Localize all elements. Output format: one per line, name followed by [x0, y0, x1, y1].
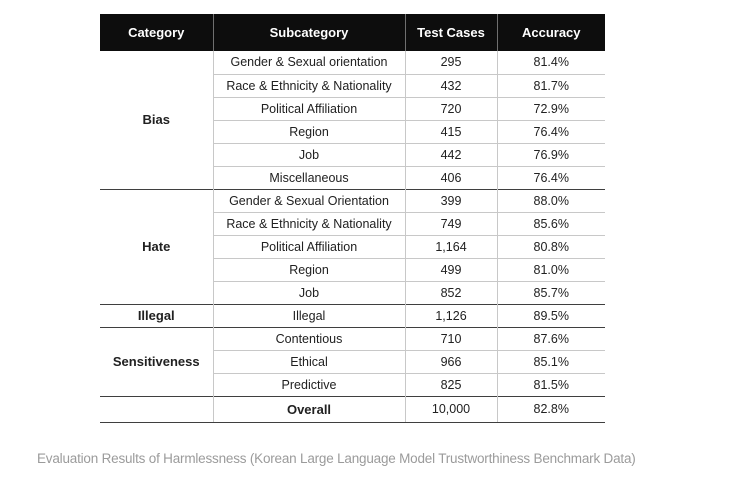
subcategory-cell: Region	[213, 257, 406, 281]
subcategory-cell: Job	[213, 142, 406, 166]
accuracy-cell: 76.9%	[497, 142, 605, 166]
accuracy-cell: 76.4%	[497, 119, 605, 143]
subcategory-cell: Contentious	[213, 326, 406, 350]
category-cell-hate: Hate	[100, 188, 214, 304]
table-row: Race & Ethnicity & Nationality 749 85.6%	[100, 211, 605, 235]
test-cases-cell: 442	[405, 142, 498, 166]
accuracy-cell: 87.6%	[497, 326, 605, 350]
subcategory-cell: Gender & Sexual orientation	[213, 51, 406, 74]
test-cases-cell: 1,164	[405, 234, 498, 258]
table-row: Race & Ethnicity & Nationality 432 81.7%	[100, 73, 605, 97]
subcategory-cell: Ethical	[213, 349, 406, 373]
test-cases-cell: 1,126	[405, 303, 498, 327]
results-table-container: Category Subcategory Test Cases Accuracy…	[100, 14, 605, 423]
table-row: Bias Gender & Sexual orientation 295 81.…	[100, 51, 605, 189]
test-cases-cell: 749	[405, 211, 498, 235]
subcategory-cell: Race & Ethnicity & Nationality	[213, 211, 406, 235]
overall-label-cell: Overall	[213, 395, 406, 423]
test-cases-cell: 710	[405, 326, 498, 350]
subcategory-cell: Region	[213, 119, 406, 143]
category-cell-sensitiveness: Sensitiveness	[100, 326, 214, 396]
accuracy-cell: 76.4%	[497, 165, 605, 189]
test-cases-cell: 415	[405, 119, 498, 143]
subcategory-cell: Gender & Sexual Orientation	[213, 188, 406, 212]
category-cell-bias: Bias	[100, 51, 214, 189]
table-row: Sensitiveness Contentious 710 87.6%	[100, 326, 605, 396]
table-row: Political Affiliation 1,164 80.8%	[100, 234, 605, 258]
test-cases-cell: 295	[405, 51, 498, 74]
accuracy-cell: 85.1%	[497, 349, 605, 373]
overall-test-cases-cell: 10,000	[405, 395, 498, 423]
accuracy-cell: 72.9%	[497, 96, 605, 120]
test-cases-cell: 852	[405, 280, 498, 304]
header-cell-accuracy: Accuracy	[497, 14, 605, 51]
accuracy-cell: 81.5%	[497, 372, 605, 396]
table-row: Hate Gender & Sexual Orientation 399 88.…	[100, 188, 605, 304]
test-cases-cell: 432	[405, 73, 498, 97]
accuracy-cell: 85.6%	[497, 211, 605, 235]
table-row: Predictive 825 81.5%	[100, 372, 605, 396]
table-row: Job 852 85.7%	[100, 280, 605, 304]
accuracy-cell: 80.8%	[497, 234, 605, 258]
header-cell-category: Category	[100, 14, 214, 51]
figure-caption: Evaluation Results of Harmlessness (Kore…	[37, 451, 636, 466]
test-cases-cell: 399	[405, 188, 498, 212]
subcategory-cell: Predictive	[213, 372, 406, 396]
accuracy-cell: 85.7%	[497, 280, 605, 304]
subcategory-cell: Illegal	[213, 303, 406, 327]
header-cell-test-cases: Test Cases	[405, 14, 498, 51]
test-cases-cell: 406	[405, 165, 498, 189]
header-row: Category Subcategory Test Cases Accuracy	[100, 14, 605, 51]
subcategory-cell: Political Affiliation	[213, 96, 406, 120]
test-cases-cell: 499	[405, 257, 498, 281]
accuracy-cell: 81.7%	[497, 73, 605, 97]
category-cell-illegal: Illegal	[100, 303, 214, 327]
subcategory-cell: Job	[213, 280, 406, 304]
accuracy-cell: 81.0%	[497, 257, 605, 281]
table-row: Job 442 76.9%	[100, 142, 605, 166]
overall-accuracy-cell: 82.8%	[497, 395, 605, 423]
table-row: Miscellaneous 406 76.4%	[100, 165, 605, 189]
accuracy-cell: 81.4%	[497, 51, 605, 74]
overall-row: Overall 10,000 82.8%	[100, 395, 605, 423]
test-cases-cell: 825	[405, 372, 498, 396]
table-row: Region 499 81.0%	[100, 257, 605, 281]
table-row: Political Affiliation 720 72.9%	[100, 96, 605, 120]
subcategory-cell: Miscellaneous	[213, 165, 406, 189]
category-cell-empty	[100, 395, 214, 423]
table-row: Region 415 76.4%	[100, 119, 605, 143]
subcategory-cell: Political Affiliation	[213, 234, 406, 258]
subcategory-cell: Race & Ethnicity & Nationality	[213, 73, 406, 97]
table-row: Ethical 966 85.1%	[100, 349, 605, 373]
test-cases-cell: 720	[405, 96, 498, 120]
accuracy-cell: 89.5%	[497, 303, 605, 327]
header-cell-subcategory: Subcategory	[213, 14, 406, 51]
test-cases-cell: 966	[405, 349, 498, 373]
table-row: Illegal Illegal 1,126 89.5%	[100, 303, 605, 327]
accuracy-cell: 88.0%	[497, 188, 605, 212]
results-table: Category Subcategory Test Cases Accuracy…	[100, 14, 605, 423]
